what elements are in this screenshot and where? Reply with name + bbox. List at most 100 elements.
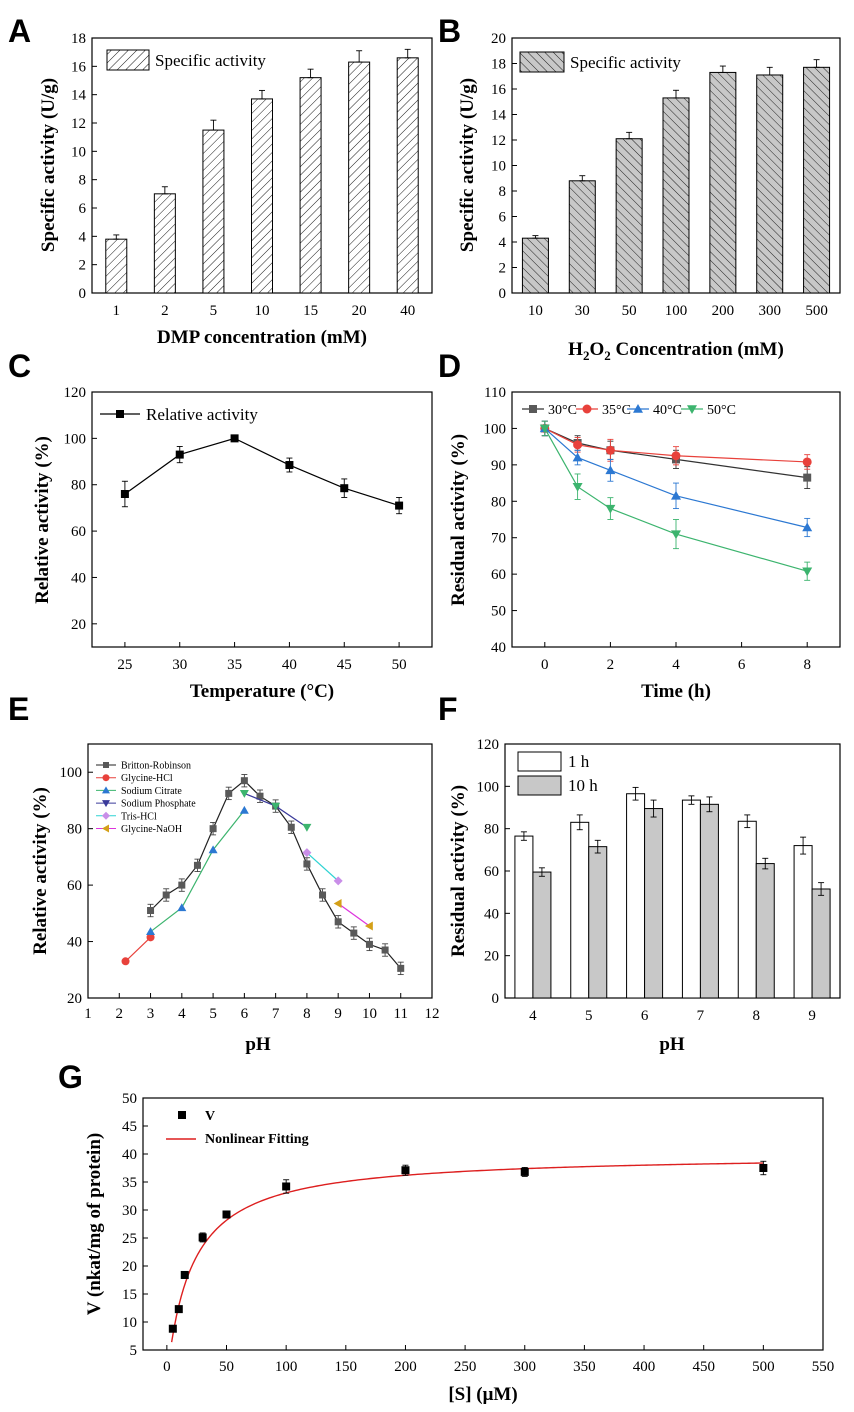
x-tick-label: 8 [303, 1006, 311, 1022]
legend-swatch-a [106, 49, 150, 71]
point-e-britton-robinson-10.5 [381, 946, 389, 954]
y-tick-label: 4 [79, 229, 87, 245]
series-line-relative-activity [124, 437, 400, 507]
x-tick-label: 10 [255, 303, 270, 319]
x-axis-label-b: H2O2 Concentration (mM) [568, 339, 784, 363]
y-tick-label: 15 [122, 1287, 137, 1303]
y-tick-label: 2 [79, 258, 87, 274]
y-tick-label: 20 [122, 1259, 137, 1275]
error-bar-b-300 [766, 66, 773, 76]
error-bar-a-40 [404, 48, 411, 59]
y-tick-label: 60 [67, 878, 82, 894]
x-tick-label: 6 [738, 657, 746, 673]
legend-marker-40c [633, 404, 643, 413]
x-tick-label: 9 [808, 1008, 816, 1024]
legend-label-a: Specific activity [155, 51, 266, 70]
plot-frame-g [142, 1097, 824, 1351]
point-e-sodium-citrate-5 [208, 845, 218, 854]
point-e-britton-robinson-11 [397, 964, 405, 972]
point-e-britton-robinson-6.5 [256, 792, 264, 800]
point-c-30 [175, 450, 184, 459]
y-tick-label: 18 [71, 31, 86, 47]
x-tick-label: 3 [147, 1006, 155, 1022]
y-tick-label: 40 [122, 1147, 137, 1163]
y-tick-label: 40 [484, 906, 499, 922]
point-g-10 [174, 1305, 183, 1314]
x-tick-label: 30 [172, 657, 187, 673]
x-tick-label: 500 [752, 1359, 775, 1375]
bar-f-1h-ph5 [570, 821, 590, 999]
x-tick-label: 50 [392, 657, 407, 673]
series-line-glycine-naoh [337, 902, 370, 927]
legend-label-glycine-hcl: Glycine-HCl [121, 773, 173, 784]
error-bar-f-1h-ph7 [688, 795, 695, 805]
error-bar-b-30 [579, 175, 586, 182]
error-bar-a-10 [259, 89, 265, 100]
panel-label-b: B [438, 13, 461, 49]
x-tick-label: 500 [805, 303, 828, 319]
x-tick-label: 5 [209, 1006, 217, 1022]
point-g-500 [759, 1164, 768, 1172]
y-tick-label: 80 [491, 494, 506, 510]
legend-marker-g-v [178, 1111, 186, 1119]
legend-label-glycine-naoh: Glycine-NaOH [121, 824, 182, 835]
legend-marker-tris-hcl [102, 811, 110, 820]
x-tick-label: 150 [335, 1359, 358, 1375]
legend-marker-glycine-naoh [102, 824, 109, 833]
point-e-britton-robinson-9.5 [350, 929, 358, 937]
y-tick-label: 10 [122, 1315, 137, 1331]
point-d-50c-0 [539, 424, 550, 434]
series-line-tris-hcl [306, 852, 339, 882]
legend-label-britton-robinson: Britton-Robinson [121, 761, 191, 772]
error-bar-f-10h-ph5 [594, 839, 601, 854]
x-tick-label: 350 [573, 1359, 596, 1375]
error-bar-b-500 [813, 59, 820, 68]
y-tick-label: 12 [71, 116, 86, 132]
error-bar-f-1h-ph4 [520, 831, 527, 841]
point-e-britton-robinson-3 [147, 907, 155, 915]
bar-b-300 [756, 74, 784, 294]
y-axis-label-c: Relative activity (%) [32, 436, 53, 604]
y-tick-label: 2 [499, 261, 507, 277]
y-tick-label: 8 [499, 184, 507, 200]
y-tick-label: 5 [130, 1343, 138, 1359]
y-tick-label: 40 [71, 570, 86, 586]
y-axis-label-b: Specific activity (U/g) [457, 78, 478, 252]
legend-swatch-10h [517, 775, 562, 796]
bar-f-10h-ph7 [699, 803, 719, 999]
y-axis-label-a: Specific activity (U/g) [38, 78, 59, 252]
x-tick-label: 6 [241, 1006, 249, 1022]
y-tick-label: 100 [64, 431, 87, 447]
series-line-sodium-citrate [150, 809, 245, 933]
x-tick-label: 9 [334, 1006, 342, 1022]
bar-f-10h-ph8 [755, 863, 775, 999]
point-c-25 [120, 490, 129, 498]
point-e-tris-hcl-9 [333, 876, 343, 886]
x-tick-label: 400 [633, 1359, 656, 1375]
y-tick-label: 60 [71, 524, 86, 540]
x-tick-label: 300 [758, 303, 781, 319]
error-bar-f-1h-ph8 [744, 814, 751, 829]
x-tick-label: 5 [210, 303, 218, 319]
x-tick-label: 1 [113, 303, 121, 319]
x-tick-label: 0 [163, 1359, 171, 1375]
point-g-100 [282, 1182, 291, 1191]
point-g-30 [198, 1233, 207, 1242]
y-tick-label: 20 [71, 617, 86, 633]
x-tick-label: 10 [362, 1006, 377, 1022]
legend-marker-britton-robinson [103, 762, 109, 768]
panel-f: F 0 20 40 60 80 100 120 4 5 6 7 8 9 1 h 10 h Residual … [438, 691, 841, 1055]
x-axis-label-f: pH [659, 1034, 685, 1055]
plot-frame-c [91, 391, 433, 648]
point-e-britton-robinson-5 [209, 825, 217, 833]
y-tick-label: 100 [477, 779, 500, 795]
panel-label-a: A [8, 13, 31, 49]
x-tick-label: 200 [712, 303, 735, 319]
point-e-sodium-phosphate-7 [271, 802, 281, 811]
error-bar-f-10h-ph8 [762, 857, 769, 870]
point-d-50c-2 [605, 504, 616, 514]
bar-f-1h-ph7 [681, 799, 701, 999]
y-tick-label: 90 [491, 458, 506, 474]
